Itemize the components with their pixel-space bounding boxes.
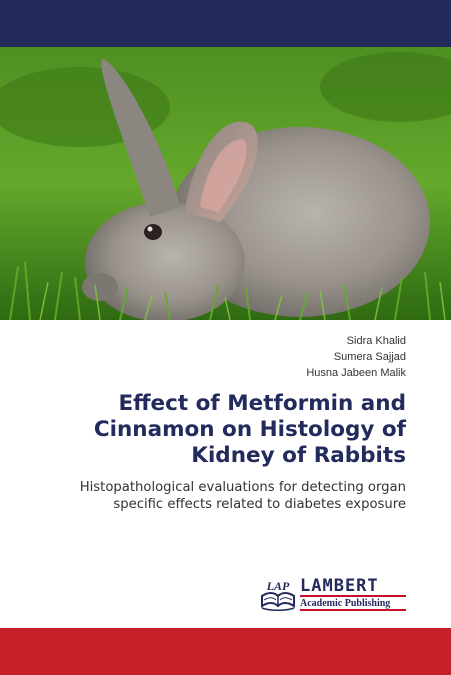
lap-book-icon: LAP [261, 579, 295, 611]
title-line: Effect of Metformin and [118, 391, 406, 416]
book-subtitle: Histopathological evaluations for detect… [6, 479, 406, 513]
author-name: Sidra Khalid [346, 335, 406, 347]
publisher-rule-bottom [300, 609, 406, 611]
title-line: Kidney of Rabbits [191, 443, 406, 468]
subtitle-line: Histopathological evaluations for detect… [79, 480, 406, 495]
rabbit-photo-illustration [0, 47, 451, 320]
cover-photo [0, 47, 451, 320]
author-name: Sumera Sajjad [333, 351, 406, 363]
publisher-rule [300, 595, 406, 597]
bottom-color-band [0, 628, 451, 675]
publisher-logo: LAP LAMBERT Academic Publishing [258, 574, 410, 612]
top-color-band [0, 0, 451, 47]
subtitle-line: specific effects related to diabetes exp… [113, 497, 406, 512]
publisher-name: LAMBERT [300, 576, 379, 596]
book-title: Effect of Metformin and Cinnamon on Hist… [26, 391, 406, 469]
title-line: Cinnamon on Histology of [93, 417, 406, 442]
svg-text:LAP: LAP [266, 579, 290, 593]
publisher-subtitle: Academic Publishing [300, 598, 391, 609]
author-list: Sidra Khalid Sumera Sajjad Husna Jabeen … [306, 333, 406, 381]
author-name: Husna Jabeen Malik [306, 367, 406, 379]
